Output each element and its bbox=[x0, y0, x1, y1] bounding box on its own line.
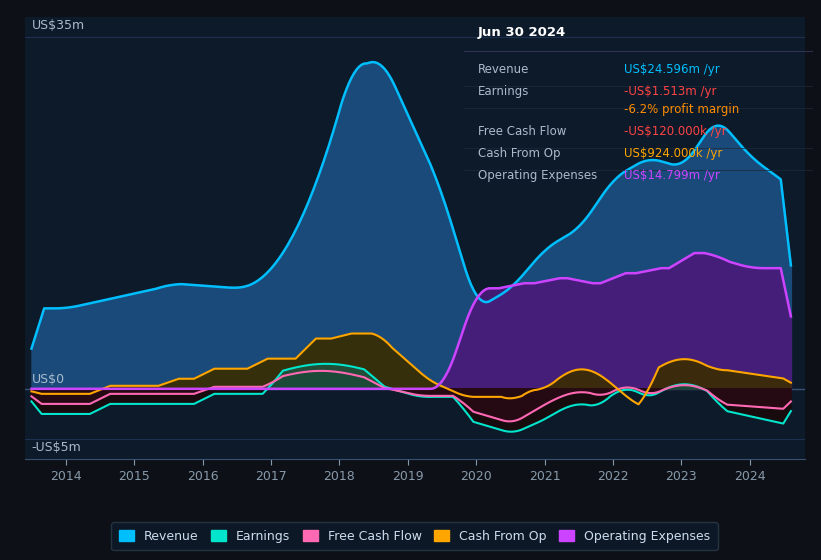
Text: Earnings: Earnings bbox=[478, 85, 530, 98]
Text: -US$1.513m /yr: -US$1.513m /yr bbox=[624, 85, 717, 98]
Text: US$924.000k /yr: US$924.000k /yr bbox=[624, 147, 722, 160]
Text: US$24.596m /yr: US$24.596m /yr bbox=[624, 63, 720, 76]
Text: -US$5m: -US$5m bbox=[31, 441, 81, 454]
Text: Jun 30 2024: Jun 30 2024 bbox=[478, 26, 566, 39]
Text: -US$120.000k /yr: -US$120.000k /yr bbox=[624, 125, 727, 138]
Text: Free Cash Flow: Free Cash Flow bbox=[478, 125, 566, 138]
Text: Operating Expenses: Operating Expenses bbox=[478, 169, 597, 181]
Text: US$14.799m /yr: US$14.799m /yr bbox=[624, 169, 720, 181]
Text: -6.2% profit margin: -6.2% profit margin bbox=[624, 103, 740, 116]
Legend: Revenue, Earnings, Free Cash Flow, Cash From Op, Operating Expenses: Revenue, Earnings, Free Cash Flow, Cash … bbox=[112, 522, 718, 550]
Text: Cash From Op: Cash From Op bbox=[478, 147, 560, 160]
Text: US$0: US$0 bbox=[31, 373, 65, 386]
Text: US$35m: US$35m bbox=[31, 19, 85, 32]
Text: Revenue: Revenue bbox=[478, 63, 530, 76]
